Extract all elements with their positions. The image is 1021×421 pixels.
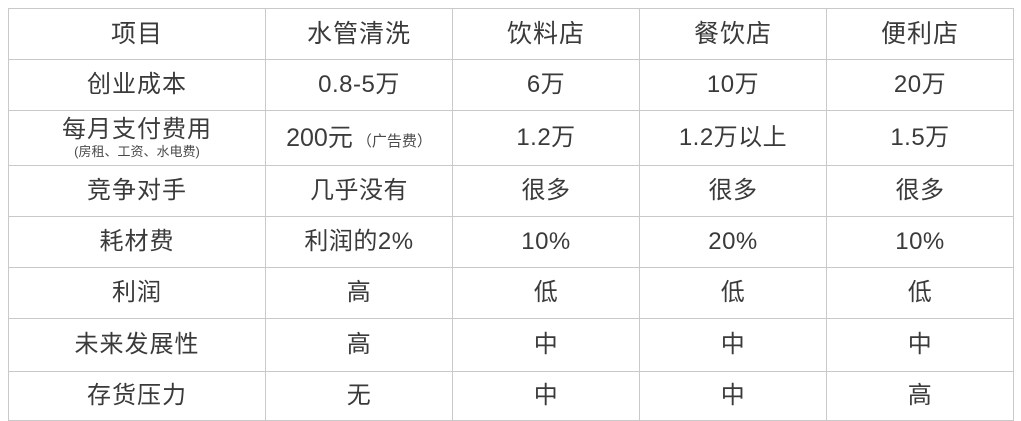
cell-consumables-convenience-store: 10%	[826, 216, 1014, 268]
cell-monthly-cost-drink-shop: 1.2万	[452, 110, 640, 166]
cell-inventory-pressure-pipe-cleaning: 无	[265, 371, 453, 421]
column-header-pipe-cleaning: 水管清洗	[265, 8, 453, 60]
cell-monthly-cost-restaurant: 1.2万以上	[639, 110, 827, 166]
cell-value: 中	[907, 331, 933, 359]
cell-value: 很多	[708, 177, 758, 205]
cell-consumables-pipe-cleaning: 利润的2%	[265, 216, 453, 268]
cell-value-note: （广告费）	[356, 132, 432, 150]
column-header-label: 便利店	[880, 19, 959, 48]
cell-competitors-restaurant: 很多	[639, 165, 827, 217]
cell-startup-cost-convenience-store: 20万	[826, 59, 1014, 111]
row-label-text: 竞争对手	[87, 177, 187, 205]
cell-value: 中	[533, 331, 559, 359]
row-label-subtext: (房租、工资、水电费)	[74, 144, 200, 159]
cell-value: 0.8-5万	[318, 71, 400, 99]
table-row: 存货压力 无 中 中 高	[8, 371, 1014, 421]
row-label-startup-cost: 创业成本	[8, 59, 266, 111]
column-header-label: 饮料店	[506, 19, 585, 48]
cell-value: 10%	[521, 228, 571, 256]
cell-value: 低	[533, 279, 559, 307]
row-label-text: 每月支付费用	[62, 116, 212, 143]
cell-future-growth-convenience-store: 中	[826, 318, 1014, 372]
table-row: 未来发展性 高 中 中 中	[8, 318, 1014, 372]
cell-value: 10万	[706, 71, 760, 99]
cell-value: 中	[533, 382, 559, 410]
cell-future-growth-pipe-cleaning: 高	[265, 318, 453, 372]
cell-value: 几乎没有	[310, 177, 408, 205]
cell-value: 10%	[895, 228, 945, 256]
cell-future-growth-drink-shop: 中	[452, 318, 640, 372]
row-label-text: 未来发展性	[74, 331, 200, 359]
row-label-monthly-cost: 每月支付费用 (房租、工资、水电费)	[8, 110, 266, 166]
column-header-restaurant: 餐饮店	[639, 8, 827, 60]
row-label-profit: 利润	[8, 267, 266, 319]
cell-value-group: 200元 （广告费）	[286, 124, 432, 153]
cell-value: 无	[346, 382, 372, 410]
cell-inventory-pressure-drink-shop: 中	[452, 371, 640, 421]
cell-future-growth-restaurant: 中	[639, 318, 827, 372]
table-row: 利润 高 低 低 低	[8, 267, 1014, 319]
cell-consumables-restaurant: 20%	[639, 216, 827, 268]
table-row: 竞争对手 几乎没有 很多 很多 很多	[8, 165, 1014, 217]
cell-value: 20万	[893, 71, 947, 99]
column-header-label: 餐饮店	[693, 19, 772, 48]
column-header-drink-shop: 饮料店	[452, 8, 640, 60]
table-row: 每月支付费用 (房租、工资、水电费) 200元 （广告费） 1.2万 1.2万以…	[8, 110, 1014, 166]
cell-consumables-drink-shop: 10%	[452, 216, 640, 268]
cell-profit-drink-shop: 低	[452, 267, 640, 319]
cell-startup-cost-drink-shop: 6万	[452, 59, 640, 111]
cell-startup-cost-pipe-cleaning: 0.8-5万	[265, 59, 453, 111]
cell-profit-convenience-store: 低	[826, 267, 1014, 319]
cell-value: 1.2万	[516, 124, 576, 152]
cell-value: 20%	[708, 228, 758, 256]
cell-value: 低	[907, 279, 933, 307]
row-label-stack: 每月支付费用 (房租、工资、水电费)	[13, 116, 261, 159]
cell-value: 中	[720, 331, 746, 359]
cell-value: 1.2万以上	[678, 124, 788, 152]
cell-value: 高	[346, 279, 372, 307]
row-label-text: 利润	[112, 279, 162, 307]
cell-competitors-pipe-cleaning: 几乎没有	[265, 165, 453, 217]
cell-value: 很多	[895, 177, 945, 205]
cell-inventory-pressure-restaurant: 中	[639, 371, 827, 421]
row-label-future-growth: 未来发展性	[8, 318, 266, 372]
table-header-row: 项目 水管清洗 饮料店 餐饮店 便利店	[8, 8, 1014, 60]
row-label-inventory-pressure: 存货压力	[8, 371, 266, 421]
cell-competitors-drink-shop: 很多	[452, 165, 640, 217]
column-header-label: 水管清洗	[306, 19, 411, 48]
column-header-item: 项目	[8, 8, 266, 60]
cell-profit-pipe-cleaning: 高	[265, 267, 453, 319]
cell-value: 200元	[286, 123, 353, 152]
business-comparison-table: 项目 水管清洗 饮料店 餐饮店 便利店 创业成本	[8, 8, 1014, 421]
cell-competitors-convenience-store: 很多	[826, 165, 1014, 217]
cell-monthly-cost-pipe-cleaning: 200元 （广告费）	[265, 110, 453, 166]
row-label-text: 耗材费	[99, 228, 175, 256]
cell-inventory-pressure-convenience-store: 高	[826, 371, 1014, 421]
cell-value: 低	[720, 279, 746, 307]
cell-value: 中	[720, 382, 746, 410]
cell-value: 高	[907, 382, 933, 410]
cell-monthly-cost-convenience-store: 1.5万	[826, 110, 1014, 166]
table-row: 创业成本 0.8-5万 6万 10万 20万	[8, 59, 1014, 111]
cell-value: 6万	[526, 71, 566, 99]
row-label-consumables-cost: 耗材费	[8, 216, 266, 268]
table-row: 耗材费 利润的2% 10% 20% 10%	[8, 216, 1014, 268]
comparison-table-container: 项目 水管清洗 饮料店 餐饮店 便利店 创业成本	[8, 8, 1014, 421]
row-label-competitors: 竞争对手	[8, 165, 266, 217]
cell-value: 很多	[521, 177, 571, 205]
cell-startup-cost-restaurant: 10万	[639, 59, 827, 111]
row-label-text: 创业成本	[87, 71, 187, 99]
cell-profit-restaurant: 低	[639, 267, 827, 319]
cell-value: 利润的2%	[304, 228, 414, 256]
row-label-text: 存货压力	[87, 382, 187, 410]
column-header-label: 项目	[110, 19, 163, 48]
column-header-convenience-store: 便利店	[826, 8, 1014, 60]
cell-value: 1.5万	[890, 124, 950, 152]
cell-value: 高	[346, 331, 372, 359]
